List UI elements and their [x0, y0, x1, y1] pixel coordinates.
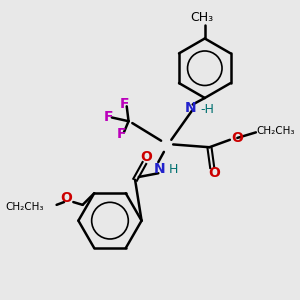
Text: F: F	[120, 98, 130, 112]
Text: H: H	[169, 163, 178, 176]
Text: CH₂CH₃: CH₂CH₃	[5, 202, 44, 212]
Text: F: F	[103, 110, 113, 124]
Text: CH₂CH₃: CH₂CH₃	[257, 125, 295, 136]
Text: F: F	[116, 127, 126, 141]
Text: N: N	[153, 162, 165, 176]
Text: -H: -H	[200, 103, 214, 116]
Text: CH₃: CH₃	[190, 11, 214, 24]
Text: O: O	[232, 131, 244, 145]
Text: N: N	[185, 101, 197, 115]
Text: O: O	[208, 166, 220, 180]
Text: O: O	[140, 151, 152, 164]
Text: O: O	[60, 191, 72, 206]
